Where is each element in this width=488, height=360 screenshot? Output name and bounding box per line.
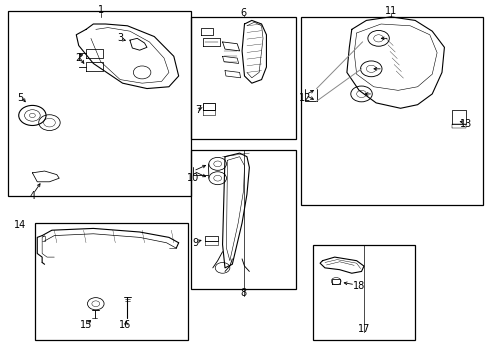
Text: 10: 10 xyxy=(187,173,199,183)
Text: 12: 12 xyxy=(299,93,311,103)
Bar xyxy=(8,12,190,196)
Bar xyxy=(190,149,295,289)
Text: 1: 1 xyxy=(98,5,103,15)
Text: 14: 14 xyxy=(14,220,26,230)
Text: 9: 9 xyxy=(192,238,199,248)
Bar xyxy=(300,17,483,205)
Text: 8: 8 xyxy=(240,288,246,298)
Text: 16: 16 xyxy=(119,320,131,330)
Text: 17: 17 xyxy=(357,324,369,334)
Text: 3: 3 xyxy=(117,33,123,43)
Text: 5: 5 xyxy=(17,93,23,103)
Bar xyxy=(190,17,295,139)
Text: 11: 11 xyxy=(384,6,396,17)
Text: 13: 13 xyxy=(459,120,471,129)
Text: 4: 4 xyxy=(29,191,35,201)
Bar xyxy=(35,223,188,339)
Text: 15: 15 xyxy=(80,320,92,330)
Bar xyxy=(312,244,414,339)
Text: 6: 6 xyxy=(240,8,246,18)
Text: 2: 2 xyxy=(76,53,81,63)
Text: 18: 18 xyxy=(352,281,365,291)
Text: 7: 7 xyxy=(195,105,201,115)
